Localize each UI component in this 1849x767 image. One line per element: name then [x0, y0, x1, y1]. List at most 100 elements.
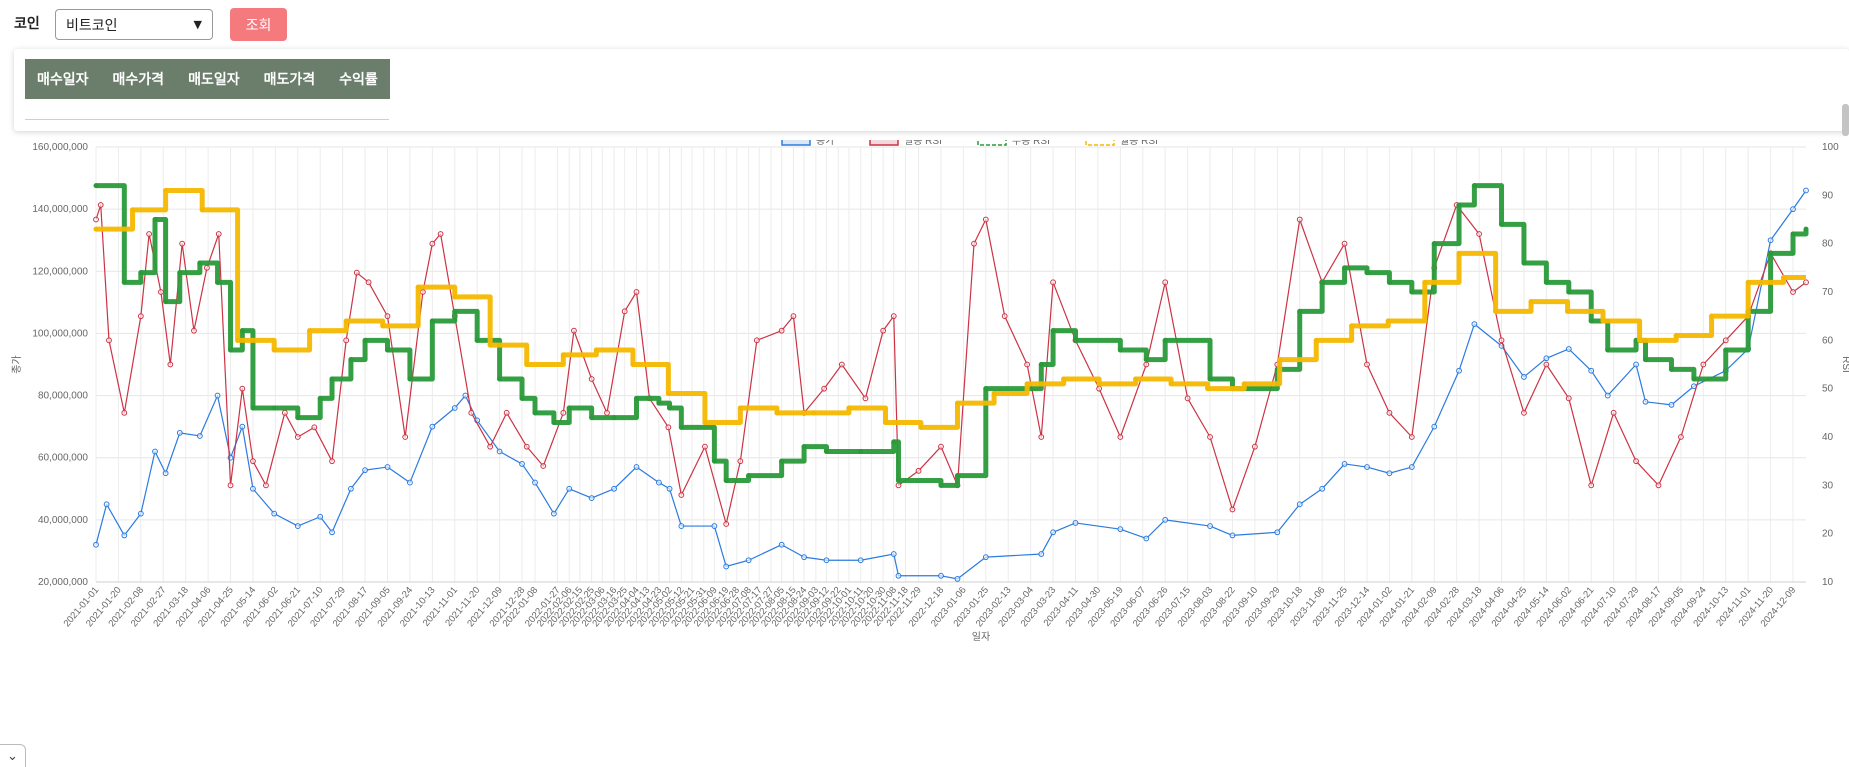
series-point-1 — [753, 337, 760, 344]
series-point-3 — [991, 391, 997, 396]
col-sell-price[interactable]: 매도가격 — [263, 72, 316, 88]
col-buy-date[interactable]: 매수일자 — [37, 72, 89, 88]
col-return[interactable]: 수익률 — [339, 72, 378, 88]
col-buy-price[interactable]: 매수가격 — [112, 72, 165, 88]
series-point-1 — [402, 434, 409, 440]
series-point-3 — [1528, 299, 1534, 305]
series-point-2 — [1364, 270, 1370, 276]
legend-label-3: 월봉 RSI — [1120, 140, 1158, 147]
series-point-1 — [1229, 506, 1236, 513]
coin-select[interactable]: 비트코인 ▼ — [55, 9, 213, 40]
series-point-1 — [1700, 361, 1707, 368]
series-point-2 — [1768, 250, 1774, 256]
series-point-2 — [250, 405, 256, 411]
search-button[interactable]: 조회 — [230, 8, 287, 41]
series-point-2 — [1643, 357, 1649, 363]
chart-container: 160,000,000 140,000,000 120,000,000 100,000… — [0, 140, 1849, 767]
series-point-2 — [1409, 289, 1415, 295]
series-point-2 — [519, 395, 525, 401]
y-left-tick-label: 40,000,000 — [38, 515, 88, 526]
series-point-1 — [838, 361, 845, 368]
series-point-2 — [532, 410, 538, 416]
series-point-0 — [294, 523, 301, 529]
series-point-3 — [954, 400, 960, 406]
legend-label-1: 일봉 RSI — [904, 140, 942, 147]
y-right-tick-label: 60 — [1822, 335, 1834, 346]
collapse-icon[interactable]: ⌄ — [0, 744, 26, 767]
series-point-2 — [711, 458, 717, 464]
series-point-2 — [589, 415, 595, 421]
series-point-3 — [93, 226, 99, 232]
series-point-0 — [1642, 398, 1649, 405]
series-point-1 — [1386, 409, 1393, 416]
series-point-0 — [633, 464, 640, 470]
series-point-0 — [778, 541, 785, 548]
y-left-tick-label: 100,000,000 — [32, 328, 88, 339]
series-point-0 — [1162, 516, 1169, 523]
series-point-1 — [1790, 289, 1796, 295]
series-point-2 — [1691, 376, 1697, 382]
series-point-1 — [1184, 395, 1191, 402]
series-point-1 — [1341, 240, 1348, 247]
series-point-3 — [163, 188, 169, 193]
series-point-0 — [857, 557, 864, 564]
series-point-0 — [239, 423, 246, 430]
series-point-1 — [915, 467, 922, 474]
series-point-1 — [179, 240, 186, 247]
series-point-0 — [362, 467, 368, 474]
series-point-2 — [1456, 202, 1462, 208]
series-point-1 — [1543, 361, 1550, 368]
series-point-0 — [103, 501, 110, 508]
series-point-2 — [271, 405, 277, 411]
series-point-3 — [415, 284, 421, 290]
legend-label-0: 종가 — [816, 140, 834, 147]
series-point-3 — [1096, 381, 1102, 387]
series-point-2 — [1668, 366, 1674, 372]
series-point-0 — [1038, 551, 1045, 557]
series-point-0 — [611, 485, 617, 492]
series-point-3 — [1277, 357, 1283, 363]
series-point-0 — [1274, 529, 1281, 536]
scrollbar[interactable] — [1842, 104, 1849, 136]
series-point-0 — [1521, 374, 1527, 380]
series-point-2 — [1319, 279, 1325, 285]
series-point-1 — [215, 231, 222, 237]
chevron-down-icon: ▼ — [193, 18, 202, 31]
series-point-1 — [137, 313, 144, 320]
series-point-2 — [983, 386, 989, 392]
series-point-0 — [1072, 520, 1079, 526]
series-point-3 — [918, 424, 924, 430]
y-right-tick-label: 40 — [1822, 432, 1834, 443]
series-point-1 — [158, 289, 164, 295]
series-point-3 — [1313, 337, 1319, 343]
series-point-1 — [353, 269, 360, 276]
series-point-3 — [1168, 381, 1174, 387]
series-point-3 — [199, 207, 205, 213]
series-point-2 — [1521, 260, 1527, 266]
series-point-3 — [630, 362, 636, 367]
series-point-0 — [1229, 532, 1236, 539]
series-point-1 — [604, 409, 610, 416]
series-point-2 — [429, 318, 435, 324]
series-point-2 — [723, 478, 729, 483]
series-point-2 — [163, 299, 169, 305]
series-point-3 — [1205, 386, 1211, 392]
series-point-2 — [954, 473, 960, 479]
series-point-1 — [1722, 337, 1729, 344]
series-point-2 — [1543, 279, 1549, 285]
series-point-0 — [1588, 367, 1595, 374]
series-point-2 — [215, 279, 221, 285]
series-point-3 — [883, 420, 889, 425]
legend-swatch-0 — [781, 140, 811, 146]
series-point-3 — [1349, 323, 1355, 329]
series-point-1 — [106, 337, 112, 344]
series-point-0 — [890, 551, 897, 557]
col-sell-date[interactable]: 매도일자 — [188, 72, 240, 88]
series-point-1 — [97, 202, 104, 208]
series-point-0 — [1471, 321, 1478, 328]
series-point-2 — [1050, 328, 1056, 334]
series-point-1 — [1001, 313, 1008, 320]
series-point-2 — [228, 347, 234, 353]
series-point-1 — [1408, 434, 1415, 440]
series-point-2 — [633, 395, 639, 401]
